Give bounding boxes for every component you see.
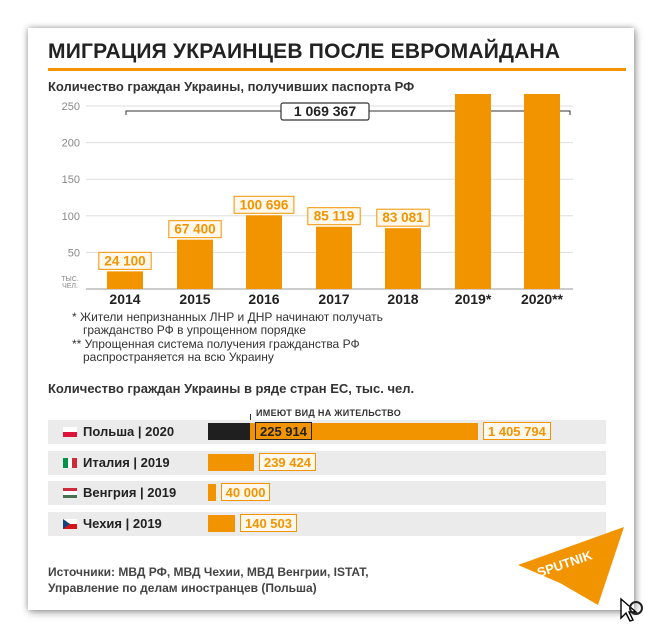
eu-bar — [208, 484, 216, 501]
footnote-1-line-1: * Жители непризнанных ЛНР и ДНР начинают… — [72, 310, 383, 324]
data-label: 67 400 — [174, 222, 215, 237]
country-label: Италия | 2019 — [83, 455, 170, 470]
infographic-card: МИГРАЦИЯ УКРАИНЦЕВ ПОСЛЕ ЕВРОМАЙДАНА Кол… — [28, 28, 634, 610]
y-tick-label: 50 — [68, 247, 80, 259]
page-title: МИГРАЦИЯ УКРАИНЦЕВ ПОСЛЕ ЕВРОМАЙДАНА — [48, 40, 561, 63]
eu-bar — [208, 423, 478, 440]
data-label: 24 100 — [104, 253, 145, 268]
bar-2019 — [455, 94, 491, 290]
data-label: 85 119 — [314, 209, 355, 224]
sputnik-logo: SPUTNIK — [518, 527, 624, 605]
footnote-2-line-2: распространяется на всю Украину — [83, 350, 274, 364]
eu-row-3: Венгрия | 2019 40 000 — [48, 481, 606, 505]
x-tick-label: 2017 — [318, 291, 349, 304]
country-label: Венгрия | 2019 — [83, 485, 177, 500]
annotation-pointer — [250, 414, 251, 423]
sources-line-2: Управление по делам иностранцев (Польша) — [48, 581, 317, 595]
country-label: Польша | 2020 — [83, 424, 175, 439]
bar-2020 — [524, 94, 560, 289]
flag-icon — [63, 488, 77, 498]
y-tick-label: 100 — [62, 211, 80, 223]
title-underline — [48, 68, 626, 71]
total-label: 1 069 367 — [294, 103, 356, 119]
eu-value-label: 1 405 794 — [483, 422, 551, 440]
x-tick-label: 2016 — [248, 291, 279, 304]
footnote-2: ** Упрощенная система получения гражданс… — [72, 338, 360, 364]
residence-permit-label: 225 914 — [255, 422, 312, 440]
bar-2015 — [177, 239, 213, 289]
data-label-box — [376, 208, 430, 227]
residence-permit-annotation: ИМЕЮТ ВИД НА ЖИТЕЛЬСТВО — [256, 408, 402, 418]
sputnik-logo-shape — [518, 527, 624, 605]
residence-permit-bar — [208, 423, 250, 440]
country-label: Чехия | 2019 — [83, 516, 162, 531]
x-tick-label: 2014 — [109, 291, 140, 304]
total-label-box — [280, 102, 370, 121]
eu-row-4: Чехия | 2019 140 503 — [48, 512, 606, 536]
y-tick-label: 250 — [62, 101, 80, 113]
passport-bar-chart: 50100150200250300350400ТЫС.ЧЕЛ.1 069 367… — [61, 94, 573, 304]
data-label: 83 081 — [382, 210, 424, 225]
sources-line-1: Источники: МВД РФ, МВД Чехии, МВД Венгри… — [48, 565, 369, 579]
x-tick-label: 2020** — [521, 291, 564, 304]
x-tick-label: 2015 — [179, 291, 210, 304]
footnote-2-line-1: ** Упрощенная система получения гражданс… — [72, 337, 360, 351]
data-label-box — [307, 207, 361, 226]
eu-value-label: 239 424 — [258, 453, 316, 471]
eu-chart-title: Количество граждан Украины в ряде стран … — [48, 381, 415, 396]
flag-icon — [63, 519, 77, 529]
data-label: 100 696 — [240, 197, 289, 212]
sources: Источники: МВД РФ, МВД Чехии, МВД Венгри… — [48, 564, 369, 596]
x-tick-label: 2019* — [455, 291, 492, 304]
data-label-box — [233, 195, 295, 214]
footnote-1: * Жители непризнанных ЛНР и ДНР начинают… — [72, 311, 383, 337]
unit-label-1: ТЫС. — [61, 276, 79, 283]
y-tick-label: 200 — [62, 138, 80, 150]
data-label-box — [98, 251, 152, 270]
eu-row-2: Италия | 2019 239 424 — [48, 451, 606, 475]
bar-2017 — [316, 226, 352, 289]
unit-label-2: ЧЕЛ. — [62, 283, 78, 290]
eu-value-label: 40 000 — [220, 483, 271, 501]
eu-row-1: Польша | 2020 225 914 1 405 794 — [48, 420, 606, 444]
flag-icon — [63, 427, 77, 437]
y-tick-label: 150 — [62, 174, 80, 186]
cursor-icon — [620, 597, 643, 622]
data-label-box — [168, 220, 222, 239]
flag-icon — [63, 458, 78, 468]
bar-2018 — [385, 228, 421, 289]
passport-chart-title: Количество граждан Украины, получивших п… — [48, 79, 415, 94]
bar-2014 — [107, 271, 143, 289]
footnote-1-line-2: гражданство РФ в упрощенном порядке — [83, 323, 306, 337]
eu-value-label: 140 503 — [239, 514, 297, 532]
x-tick-label: 2018 — [387, 291, 418, 304]
eu-bar — [208, 515, 235, 532]
bar-2016 — [246, 215, 282, 289]
eu-bar — [208, 454, 254, 471]
